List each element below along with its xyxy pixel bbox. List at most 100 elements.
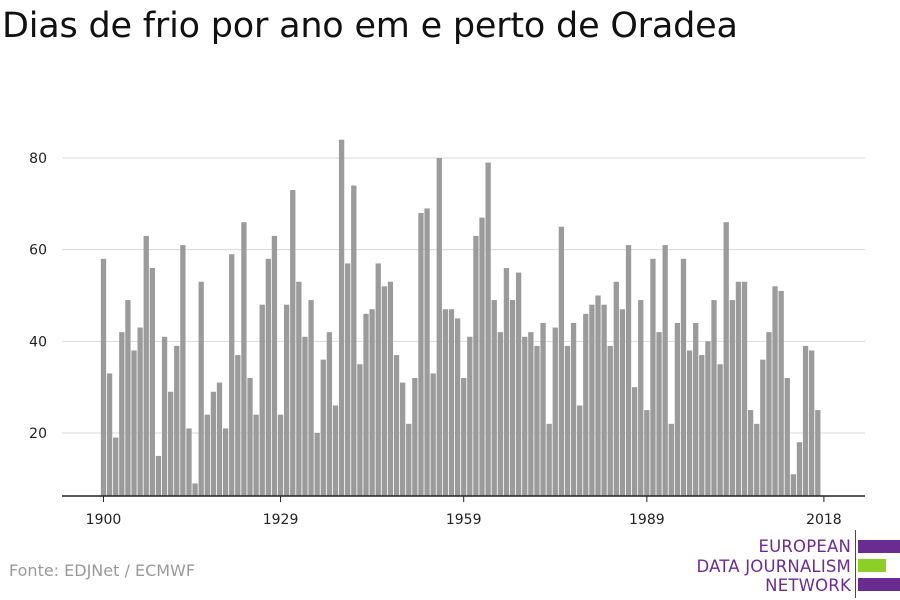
bar-1913 xyxy=(180,245,186,496)
bar-2005 xyxy=(741,281,748,496)
bar-1939 xyxy=(338,139,345,497)
bar-1934 xyxy=(308,300,314,496)
bar-1940 xyxy=(345,263,351,496)
logo-divider xyxy=(855,530,856,598)
bar-2009 xyxy=(766,332,772,496)
bar-2007 xyxy=(754,423,760,496)
bar-1929 xyxy=(277,414,284,496)
bar-2008 xyxy=(760,359,766,496)
bar-1911 xyxy=(168,391,174,496)
bar-1938 xyxy=(332,405,339,496)
bar-1990 xyxy=(650,258,656,496)
bar-1928 xyxy=(271,235,278,497)
bar-1956 xyxy=(442,309,449,496)
bar-1997 xyxy=(693,323,699,496)
bar-2012 xyxy=(784,378,790,496)
bar-1968 xyxy=(515,272,522,496)
bar-1972 xyxy=(540,323,546,496)
bar-1993 xyxy=(668,423,674,496)
bar-1953 xyxy=(424,208,430,497)
bar-1969 xyxy=(522,336,528,496)
bar-1980 xyxy=(589,304,595,496)
bar-1900 xyxy=(100,258,107,496)
bar-1987 xyxy=(631,387,638,496)
bar-1949 xyxy=(400,382,406,496)
x-tick-label: 1959 xyxy=(446,512,482,528)
bars xyxy=(100,139,821,497)
bar-1943 xyxy=(363,313,369,496)
bar-1935 xyxy=(314,433,320,496)
bar-1936 xyxy=(320,359,326,496)
bar-2014 xyxy=(796,442,803,496)
bar-1959 xyxy=(461,378,467,496)
bar-2001 xyxy=(717,364,723,496)
y-axis-ticks: 20 40 60 80 xyxy=(29,151,47,442)
bar-1960 xyxy=(467,336,473,496)
bar-1927 xyxy=(265,258,271,496)
bar-1984 xyxy=(613,281,619,496)
bar-1975 xyxy=(558,226,565,496)
bar-1904 xyxy=(125,300,131,496)
bar-1902 xyxy=(113,437,119,496)
bar-1923 xyxy=(241,222,247,497)
bar-1941 xyxy=(351,185,357,496)
bar-1916 xyxy=(198,281,204,496)
bar-1985 xyxy=(619,309,626,496)
bar-1973 xyxy=(546,423,552,496)
bar-1998 xyxy=(699,355,705,496)
bar-1958 xyxy=(454,318,461,496)
bar-2004 xyxy=(735,281,742,496)
bar-1948 xyxy=(393,355,400,496)
bar-1924 xyxy=(247,378,253,496)
bar-1932 xyxy=(296,281,302,496)
bar-1992 xyxy=(662,245,668,496)
bar-1988 xyxy=(638,300,644,496)
bar-1918 xyxy=(210,391,217,496)
x-axis-ticks: 1900 1929 1959 1989 2018 xyxy=(86,496,842,528)
bar-1989 xyxy=(644,410,650,496)
logo-bar-green xyxy=(858,559,886,572)
bar-1909 xyxy=(155,455,162,496)
bar-1991 xyxy=(656,332,662,496)
bar-1952 xyxy=(418,213,424,496)
source-note: Fonte: EDJNet / ECMWF xyxy=(9,561,196,580)
bar-1986 xyxy=(625,245,632,496)
bar-1965 xyxy=(497,332,503,496)
bar-1921 xyxy=(229,254,235,496)
x-tick-label: 1989 xyxy=(629,512,665,528)
bar-1922 xyxy=(235,355,241,496)
bar-1962 xyxy=(479,217,485,496)
y-tick-label: 60 xyxy=(29,243,47,259)
bar-2006 xyxy=(747,410,754,496)
bar-1954 xyxy=(430,373,436,496)
bar-2010 xyxy=(772,286,778,496)
bar-2002 xyxy=(723,222,729,497)
bar-1979 xyxy=(583,313,589,496)
bar-1982 xyxy=(601,304,607,496)
bar-1905 xyxy=(131,350,137,496)
bar-1907 xyxy=(143,235,149,497)
bar-1978 xyxy=(577,405,583,496)
bar-1933 xyxy=(302,336,308,496)
bar-2016 xyxy=(809,350,815,496)
logo-line-network: NETWORK xyxy=(765,576,851,595)
bar-1966 xyxy=(503,268,510,496)
bar-1914 xyxy=(186,428,192,496)
bar-1945 xyxy=(375,263,381,496)
bar-1915 xyxy=(192,483,198,496)
bar-1910 xyxy=(161,336,168,496)
logo-line-data-journalism: DATA JOURNALISM xyxy=(696,557,851,576)
logo-bar-purple-top xyxy=(858,540,900,553)
chart-title: Dias de frio por ano em e perto de Orade… xyxy=(2,6,738,46)
bar-1906 xyxy=(137,327,143,496)
bar-1942 xyxy=(357,364,363,496)
bar-1947 xyxy=(387,281,394,496)
bar-1920 xyxy=(222,428,229,496)
bar-1981 xyxy=(595,295,601,496)
bar-1950 xyxy=(406,423,412,496)
bar-1944 xyxy=(369,309,375,496)
bar-1976 xyxy=(564,345,571,496)
bar-1967 xyxy=(509,300,516,496)
x-tick-label: 2018 xyxy=(806,512,842,528)
